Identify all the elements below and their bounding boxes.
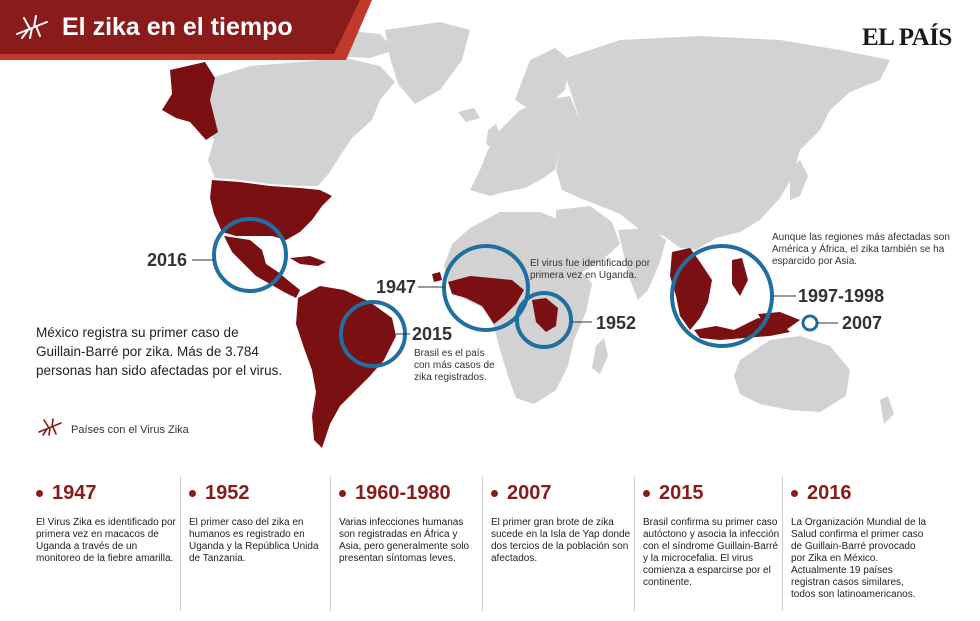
bullet-dot (491, 490, 498, 497)
region-usa (210, 180, 332, 240)
note-asia: Aunque las regiones más afectadas son Am… (772, 232, 950, 267)
timeline-text: El Virus Zika es identificado por primer… (36, 517, 176, 564)
timeline-item: 2007 El primer gran brote de zika sucede… (482, 476, 631, 611)
legend: Países con el Virus Zika (37, 418, 189, 441)
land-scandinavia (515, 48, 570, 110)
land-europe (470, 96, 580, 196)
infected-regions (162, 62, 800, 448)
timeline-item: 1960-1980 Varias infecciones humanas son… (330, 476, 476, 611)
title-banner: El zika en el tiempo (0, 0, 372, 60)
timeline: 1947 El Virus Zika es identificado por p… (30, 476, 960, 611)
map-label-1952: 1952 (596, 313, 637, 333)
land-asia (556, 36, 890, 250)
region-south-america (296, 286, 396, 448)
land-india (618, 228, 666, 300)
bullet-dot (189, 490, 196, 497)
region-west-africa (448, 276, 524, 324)
timeline-text: Brasil confirma su primer caso autóctono… (643, 517, 780, 588)
map-label-1947: 1947 (376, 277, 417, 297)
note-brasil: Brasil es el país con más casos de zika … (414, 348, 495, 383)
land-iceland (458, 108, 480, 122)
timeline-year: 2016 (807, 482, 852, 504)
timeline-text: El primer gran brote de zika sucede en l… (491, 517, 631, 564)
timeline-text: La Organización Mundial de la Salud conf… (791, 517, 927, 600)
note-uganda: El virus fue identificado por primera ve… (530, 258, 651, 281)
timeline-item: 2016 La Organización Mundial de la Salud… (782, 476, 928, 611)
land-grey (200, 22, 894, 424)
land-uk (486, 124, 502, 150)
brand-logo: EL PAÍS (862, 24, 952, 51)
region-alaska (162, 62, 218, 140)
map-label-2007: 2007 (842, 313, 883, 333)
region-cape-verde (432, 272, 442, 282)
timeline-text: El primer caso del zika en humanos es re… (189, 517, 319, 564)
title-banner-shape (0, 0, 372, 60)
region-mexico (224, 236, 300, 298)
timeline-year: 2007 (507, 482, 552, 504)
land-canada (200, 58, 395, 186)
note-mexico: México registra su primer caso de Guilla… (36, 325, 283, 378)
timeline-text: Varias infecciones humanas son registrad… (339, 517, 470, 564)
timeline-year: 1960-1980 (355, 482, 451, 504)
map-label-1997-1998: 1997-1998 (798, 286, 885, 306)
land-greenland (385, 22, 470, 104)
land-madagascar (592, 338, 608, 374)
region-east-africa (532, 298, 558, 332)
land-australia (734, 336, 850, 412)
world-map (162, 22, 894, 448)
circle-uganda (442, 244, 530, 332)
mosquito-icon (37, 418, 63, 441)
map-label-2015: 2015 (412, 324, 453, 344)
timeline-item: 1952 El primer caso del zika en humanos … (180, 476, 326, 611)
land-japan (790, 160, 808, 200)
region-caribbean (290, 256, 326, 266)
timeline-year: 2015 (659, 482, 704, 504)
bullet-dot (36, 490, 43, 497)
page-title: El zika en el tiempo (62, 13, 293, 41)
map-label-2016: 2016 (147, 250, 188, 270)
circle-mexico (212, 217, 288, 293)
bullet-dot (339, 490, 346, 497)
timeline-year: 1947 (52, 482, 97, 504)
land-new-zealand (880, 396, 894, 424)
circle-yap (801, 314, 819, 332)
region-philippines (732, 258, 748, 296)
timeline-item: 2015 Brasil confirma su primer caso autó… (634, 476, 780, 611)
connector-lines (192, 259, 838, 335)
circle-tanzania (515, 291, 573, 349)
bullet-dot (643, 490, 650, 497)
legend-label: Países con el Virus Zika (71, 423, 189, 436)
timeline-year: 1952 (205, 482, 250, 504)
bullet-dot (791, 490, 798, 497)
timeline-item: 1947 El Virus Zika es identificado por p… (36, 476, 182, 611)
